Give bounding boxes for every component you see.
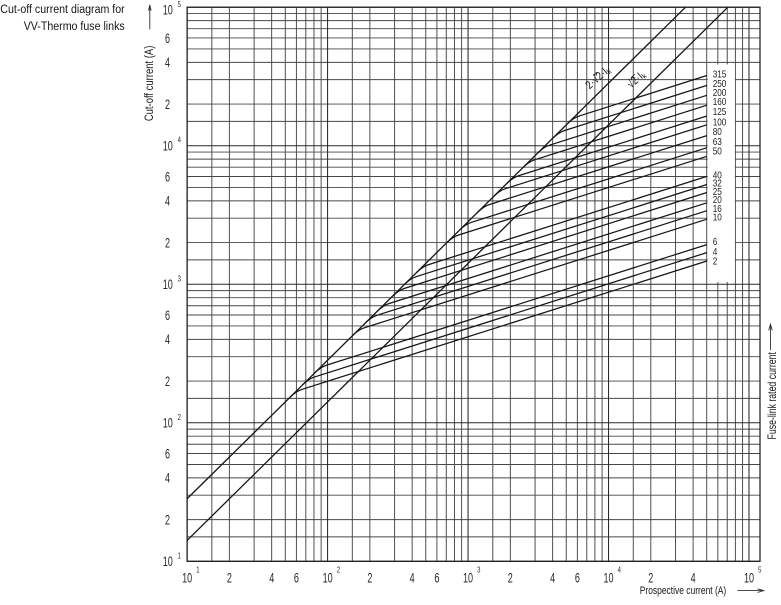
svg-text:3: 3 — [477, 564, 480, 574]
svg-text:25: 25 — [713, 186, 722, 197]
svg-text:5: 5 — [758, 564, 761, 574]
svg-text:4: 4 — [178, 135, 181, 145]
svg-text:10: 10 — [463, 572, 473, 586]
svg-text:2: 2 — [165, 237, 170, 251]
svg-text:2: 2 — [713, 256, 718, 267]
svg-text:10: 10 — [182, 572, 192, 586]
svg-text:Prospective current (A): Prospective current (A) — [640, 585, 726, 597]
svg-text:100: 100 — [713, 117, 727, 128]
svg-text:6: 6 — [165, 309, 170, 323]
svg-text:6: 6 — [294, 572, 299, 586]
svg-text:10: 10 — [603, 572, 613, 586]
svg-text:4: 4 — [691, 572, 697, 586]
svg-text:50: 50 — [713, 146, 722, 157]
svg-text:6: 6 — [165, 448, 170, 462]
svg-text:1: 1 — [196, 564, 199, 574]
svg-text:2: 2 — [648, 572, 653, 586]
svg-text:4: 4 — [165, 195, 171, 209]
svg-text:3: 3 — [178, 273, 181, 283]
svg-text:2: 2 — [165, 375, 170, 389]
svg-text:250: 250 — [713, 78, 727, 89]
svg-text:6: 6 — [165, 32, 170, 46]
svg-text:10: 10 — [163, 556, 173, 570]
svg-text:Cut-off current (A): Cut-off current (A) — [143, 46, 156, 122]
svg-text:Fuse-link rated current: Fuse-link rated current — [767, 352, 779, 439]
svg-text:10: 10 — [163, 4, 173, 18]
svg-text:VV-Thermo fuse links: VV-Thermo fuse links — [24, 20, 125, 33]
svg-text:1: 1 — [178, 550, 181, 560]
svg-text:6: 6 — [575, 572, 580, 586]
svg-text:200: 200 — [713, 87, 727, 98]
svg-text:160: 160 — [713, 96, 727, 107]
svg-text:10: 10 — [744, 572, 754, 586]
svg-text:2: 2 — [367, 572, 372, 586]
svg-text:2: 2 — [337, 564, 340, 574]
svg-text:315: 315 — [713, 69, 727, 80]
svg-text:4: 4 — [713, 246, 718, 257]
svg-text:2: 2 — [165, 98, 170, 112]
svg-text:2: 2 — [227, 572, 232, 586]
svg-text:4: 4 — [269, 572, 275, 586]
svg-text:2: 2 — [178, 412, 181, 422]
svg-text:4: 4 — [165, 57, 171, 71]
svg-text:5: 5 — [178, 0, 181, 9]
svg-text:6: 6 — [434, 572, 439, 586]
svg-text:20: 20 — [713, 194, 722, 205]
svg-text:10: 10 — [163, 140, 173, 154]
svg-text:4: 4 — [618, 564, 621, 574]
svg-text:10: 10 — [163, 417, 173, 431]
svg-text:63: 63 — [713, 136, 722, 147]
svg-text:10: 10 — [163, 279, 173, 293]
svg-text:6: 6 — [165, 171, 170, 185]
svg-text:40: 40 — [713, 170, 722, 181]
svg-text:125: 125 — [713, 106, 727, 117]
svg-text:16: 16 — [713, 203, 722, 214]
svg-text:10: 10 — [323, 572, 333, 586]
svg-text:Cut-off current diagram for: Cut-off current diagram for — [0, 3, 125, 16]
svg-text:4: 4 — [550, 572, 556, 586]
svg-text:80: 80 — [713, 126, 722, 137]
svg-text:2: 2 — [165, 514, 170, 528]
svg-text:4: 4 — [165, 334, 171, 348]
svg-text:10: 10 — [713, 212, 722, 223]
svg-text:2: 2 — [508, 572, 513, 586]
svg-text:4: 4 — [165, 472, 171, 486]
svg-text:4: 4 — [410, 572, 416, 586]
svg-text:32: 32 — [713, 178, 722, 189]
svg-text:6: 6 — [713, 236, 718, 247]
